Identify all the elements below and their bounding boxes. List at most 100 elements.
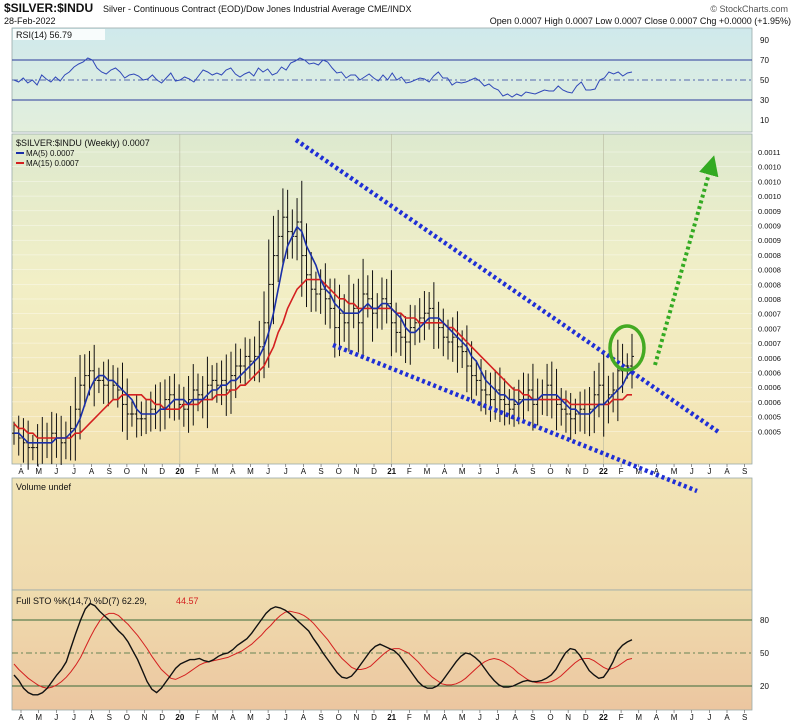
price-bar	[403, 316, 408, 364]
rsi-tick-label: 70	[760, 56, 769, 65]
legend-ma15: MA(15) 0.0007	[26, 159, 79, 168]
price-tick-label: 0.0009	[758, 207, 781, 216]
x-tick-label: 22	[599, 467, 608, 476]
price-tick-label: 0.0006	[758, 383, 781, 392]
x-tick-label: A	[301, 713, 307, 722]
x-tick-label: M	[35, 467, 42, 476]
x-tick-label: S	[318, 467, 323, 476]
price-bar	[271, 215, 276, 325]
price-bar	[507, 389, 512, 425]
price-bar	[30, 434, 35, 461]
price-tick-label: 0.0008	[758, 266, 781, 275]
x-tick-label: S	[318, 713, 323, 722]
price-bar	[276, 209, 281, 283]
lower-trendline	[332, 342, 698, 494]
price-title: $SILVER:$INDU (Weekly) 0.0007	[16, 138, 150, 148]
price-bar	[313, 271, 318, 312]
x-tick-label: O	[336, 467, 342, 476]
x-tick-label: J	[496, 467, 500, 476]
x-tick-label: 22	[599, 713, 608, 722]
price-bar	[247, 338, 252, 379]
x-tick-label: A	[18, 467, 24, 476]
price-bar	[441, 308, 446, 357]
quote-summary: Open 0.0007 High 0.0007 Low 0.0007 Close…	[490, 16, 791, 26]
x-tick-label: A	[513, 467, 519, 476]
x-tick-label: O	[547, 467, 553, 476]
price-bar	[370, 270, 375, 342]
x-tick-label: 20	[175, 713, 184, 722]
x-tick-label: M	[35, 713, 42, 722]
x-tick-label: A	[724, 713, 730, 722]
price-bar	[266, 239, 271, 368]
price-bar	[563, 390, 568, 433]
price-tick-label: 0.0006	[758, 354, 781, 363]
stochastic-d-value: 44.57	[176, 596, 199, 606]
x-tick-label: M	[424, 713, 431, 722]
x-tick-label: M	[635, 713, 642, 722]
x-tick-label: J	[266, 467, 270, 476]
x-tick-label: J	[478, 713, 482, 722]
rsi-label: RSI(14) 56.79	[16, 30, 72, 40]
price-bar	[82, 354, 87, 407]
x-tick-label: A	[230, 467, 236, 476]
price-bar	[530, 363, 535, 431]
price-tick-label: 0.0008	[758, 251, 781, 260]
price-bar	[450, 317, 455, 362]
x-tick-label: M	[671, 467, 678, 476]
x-tick-label: J	[284, 467, 288, 476]
price-bar	[559, 387, 564, 426]
price-bar	[464, 325, 469, 393]
rsi-tick-label: 10	[760, 116, 769, 125]
x-tick-label: A	[654, 467, 660, 476]
x-tick-label: A	[442, 467, 448, 476]
x-tick-label: N	[353, 713, 359, 722]
price-bar	[488, 372, 493, 422]
x-tick-label: M	[247, 467, 254, 476]
volume-label: Volume undef	[16, 482, 72, 492]
x-tick-label: 20	[175, 467, 184, 476]
x-tick-label: A	[89, 713, 95, 722]
price-bar	[596, 362, 601, 418]
x-tick-label: J	[690, 467, 694, 476]
x-tick-label: D	[159, 713, 165, 722]
price-bar	[304, 223, 309, 308]
price-tick-label: 0.0008	[758, 295, 781, 304]
x-tick-label: A	[724, 467, 730, 476]
legend-ma5: MA(5) 0.0007	[26, 149, 75, 158]
x-tick-label: A	[18, 713, 24, 722]
x-tick-label: S	[742, 467, 747, 476]
x-tick-label: 21	[387, 713, 396, 722]
price-bar	[299, 180, 304, 297]
x-tick-label: J	[707, 467, 711, 476]
x-tick-label: J	[54, 467, 58, 476]
x-tick-label: 21	[387, 467, 396, 476]
price-bar	[238, 348, 243, 384]
projection-arrow	[653, 155, 719, 366]
price-tick-label: 0.0011	[758, 148, 780, 157]
stochastic-d-line	[13, 610, 633, 689]
price-bar	[101, 361, 106, 404]
price-bar	[502, 378, 507, 426]
price-bar	[328, 278, 333, 329]
x-tick-label: S	[107, 713, 112, 722]
price-tick-label: 0.0005	[758, 427, 781, 436]
price-bar	[309, 252, 314, 312]
price-bar	[125, 378, 130, 440]
price-bar	[210, 365, 215, 401]
price-bar	[243, 337, 248, 386]
breakout-circle	[608, 324, 646, 372]
x-tick-label: J	[266, 713, 270, 722]
price-bar	[214, 362, 219, 403]
x-tick-label: J	[72, 713, 76, 722]
rsi-tick-label: 30	[760, 96, 769, 105]
x-tick-label: A	[301, 467, 307, 476]
x-tick-label: J	[284, 713, 288, 722]
price-bar	[280, 188, 285, 266]
price-bar	[512, 386, 517, 427]
price-bar	[96, 367, 101, 394]
x-tick-label: N	[353, 467, 359, 476]
stochastic-layer	[13, 602, 633, 696]
x-tick-label: D	[371, 467, 377, 476]
price-tick-label: 0.0007	[758, 310, 781, 319]
price-bar	[167, 376, 172, 419]
